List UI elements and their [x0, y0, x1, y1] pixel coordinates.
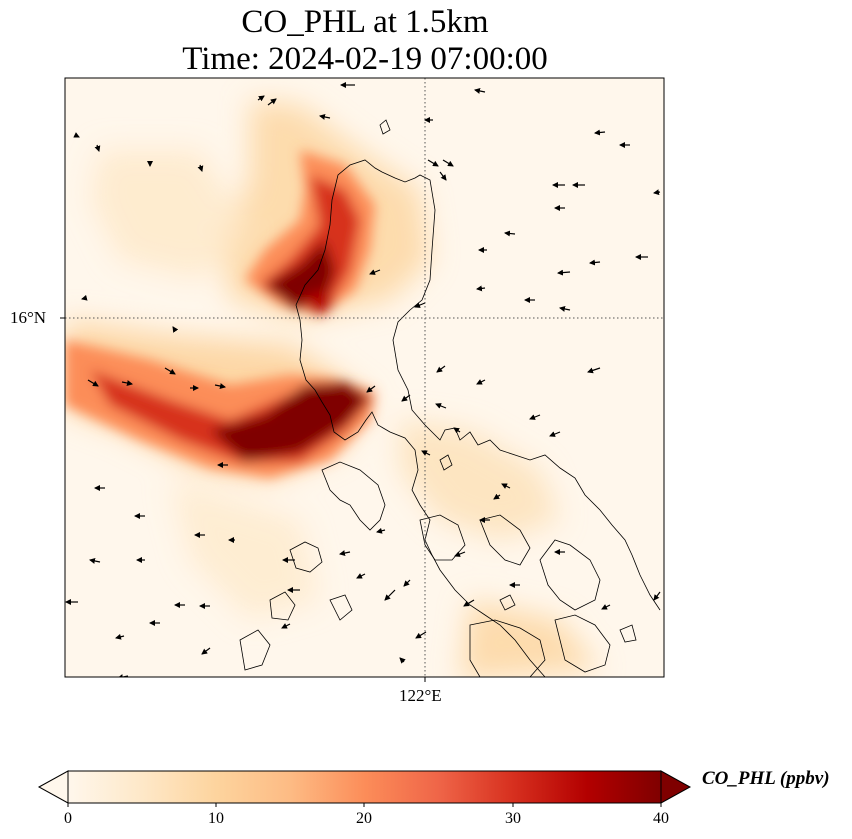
wind-arrow [442, 159, 454, 167]
wind-arrow [463, 599, 475, 607]
wind-arrow [172, 326, 179, 333]
wind-arrow [399, 657, 406, 664]
wind-arrow [414, 302, 426, 308]
colorbar-tick: 20 [356, 810, 372, 827]
colorbar-label: CO_PHL (ppbv) [702, 768, 830, 789]
wind-arrow [89, 558, 101, 564]
map-frame [64, 77, 665, 678]
wind-arrow [504, 230, 516, 237]
wind-arrow [436, 365, 446, 373]
wind-arrow [421, 450, 431, 456]
wind-arrow [594, 129, 606, 136]
wind-arrow [401, 394, 411, 402]
wind-arrow [427, 159, 439, 167]
colorbar-extend-high [660, 770, 692, 804]
wind-arrow [501, 483, 511, 489]
wind-arrow [339, 550, 351, 556]
wind-arrow [366, 385, 376, 393]
wind-arrow [403, 579, 411, 587]
wind-arrow [115, 633, 125, 640]
wind-arrow [601, 604, 611, 610]
wind-arrow [267, 98, 277, 106]
wind-arrow [384, 589, 396, 601]
colorbar-tick: 10 [208, 810, 224, 827]
wind-vectors [65, 82, 661, 677]
coastline [239, 119, 661, 677]
wind-arrow [214, 383, 226, 389]
map-time: Time: 2024-02-19 07:00:00 [182, 41, 548, 77]
wind-arrow [653, 189, 661, 196]
wind-arrow [476, 379, 486, 385]
wind-arrow [73, 132, 80, 138]
wind-arrow [257, 95, 265, 102]
wind-arrow [653, 591, 661, 601]
wind-arrow [356, 573, 366, 579]
wind-arrow [559, 306, 571, 312]
map-title: CO_PHL at 1.5km [241, 4, 489, 40]
wind-arrow [319, 114, 331, 120]
wind-arrow [453, 427, 461, 434]
wind-arrow [493, 493, 501, 500]
wind-arrow [201, 647, 211, 655]
wind-arrow [587, 367, 601, 374]
wind-arrow [474, 88, 486, 94]
wind-arrow [549, 431, 561, 437]
colorbar-tick: 30 [505, 810, 521, 827]
co-field-plume [65, 150, 375, 478]
wind-arrow [87, 379, 99, 387]
wind-arrow [164, 367, 176, 375]
wind-arrow [415, 631, 427, 639]
wind-arrow [121, 380, 133, 386]
lat-tick-label: 16°N [10, 308, 47, 327]
colorbar-tick: 40 [653, 810, 669, 827]
wind-arrow [476, 285, 486, 292]
concentration-map [60, 77, 665, 682]
wind-arrow [197, 164, 204, 172]
wind-arrow [439, 171, 447, 181]
wind-arrow [369, 269, 381, 275]
wind-arrow [454, 551, 466, 557]
lon-tick-label: 122°E [399, 686, 442, 705]
wind-arrow [529, 414, 541, 420]
wind-arrow [94, 144, 101, 152]
colorbar-tick: 0 [64, 810, 72, 827]
wind-arrow [557, 269, 571, 276]
colorbar-extend-low [37, 770, 69, 804]
wind-arrow [589, 259, 601, 266]
wind-arrow [281, 623, 291, 629]
colorbar-gradient [67, 770, 662, 804]
wind-arrow [117, 674, 129, 677]
wind-arrow [376, 527, 386, 534]
wind-arrow [81, 294, 88, 301]
wind-arrow [435, 403, 447, 409]
